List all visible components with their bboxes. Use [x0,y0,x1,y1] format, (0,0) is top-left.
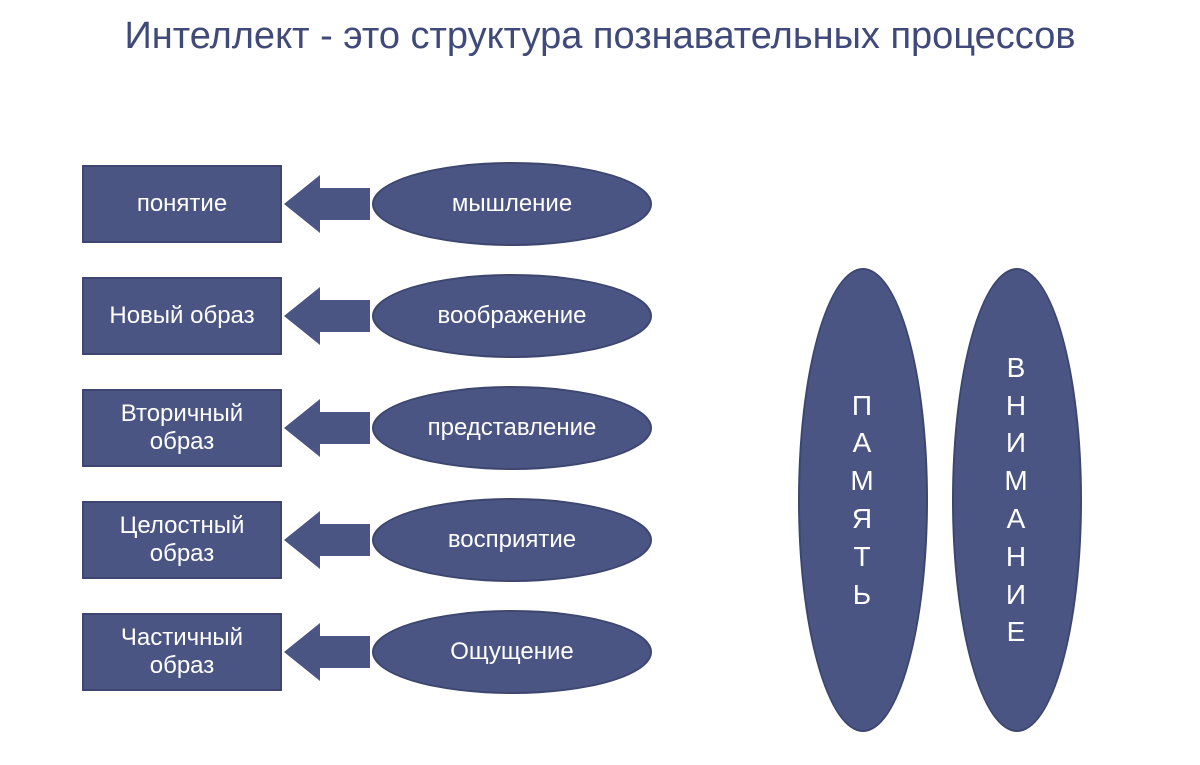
arrow-0 [284,175,370,233]
arrow-head-left-icon [284,175,320,233]
rect-box-0: понятие [82,165,282,243]
arrow-head-left-icon [284,511,320,569]
rect-label-4: Частичный образ [92,624,272,679]
ellipse-label-0: мышление [452,190,572,218]
ellipse-label-1: воображение [437,302,586,330]
tall-ellipse-label-1: В Н И М А Н И Е [1004,349,1029,651]
arrow-shaft [320,300,370,332]
rect-label-0: понятие [137,190,227,218]
tall-ellipse-label-0: П А М Я Т Ь [850,387,875,614]
rect-box-2: Вторичный образ [82,389,282,467]
diagram-canvas: понятие мышление Новый образ воображение… [0,0,1200,765]
rect-box-4: Частичный образ [82,613,282,691]
rect-label-3: Целостный образ [92,512,272,567]
mid-ellipse-0: мышление [372,162,652,246]
mid-ellipse-2: представление [372,386,652,470]
ellipse-label-3: восприятие [448,526,576,554]
arrow-head-left-icon [284,287,320,345]
arrow-head-left-icon [284,623,320,681]
arrow-1 [284,287,370,345]
arrow-2 [284,399,370,457]
arrow-shaft [320,636,370,668]
arrow-head-left-icon [284,399,320,457]
tall-ellipse-1: В Н И М А Н И Е [952,268,1082,732]
tall-ellipse-0: П А М Я Т Ь [798,268,928,732]
mid-ellipse-3: восприятие [372,498,652,582]
arrow-shaft [320,412,370,444]
mid-ellipse-1: воображение [372,274,652,358]
rect-box-3: Целостный образ [82,501,282,579]
arrow-shaft [320,524,370,556]
rect-label-2: Вторичный образ [92,400,272,455]
arrow-shaft [320,188,370,220]
mid-ellipse-4: Ощущение [372,610,652,694]
ellipse-label-2: представление [428,414,597,442]
arrow-4 [284,623,370,681]
rect-label-1: Новый образ [109,302,254,330]
rect-box-1: Новый образ [82,277,282,355]
ellipse-label-4: Ощущение [450,638,574,666]
arrow-3 [284,511,370,569]
